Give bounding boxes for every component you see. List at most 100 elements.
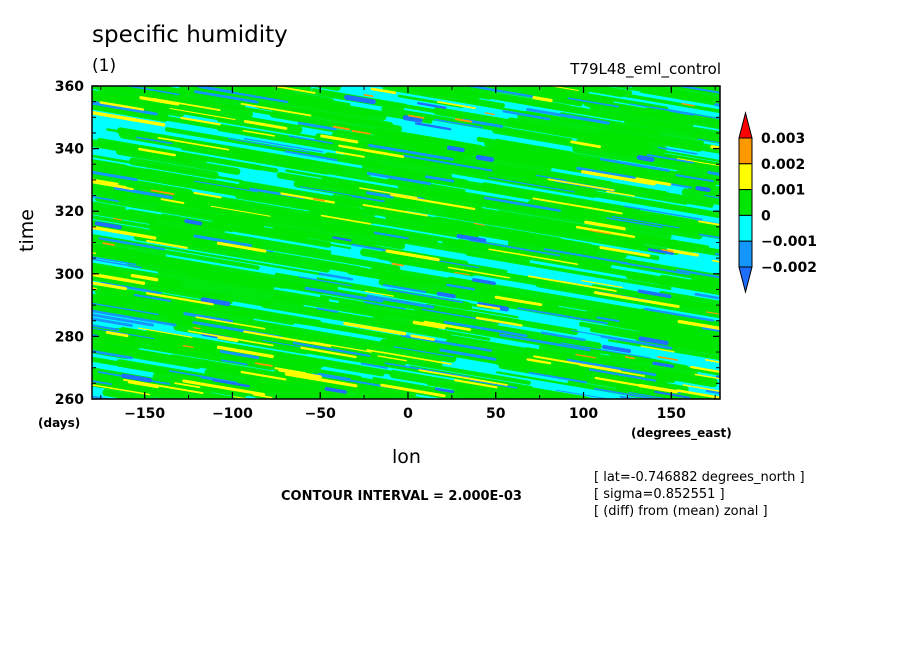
- field-streak: [513, 86, 520, 87]
- field-streak: [316, 39, 544, 78]
- field-streak: [157, 269, 330, 303]
- field-streak: [115, 148, 241, 175]
- field-streak: [92, 252, 97, 255]
- field-streak: [160, 198, 185, 204]
- field-streak: [182, 379, 266, 396]
- field-streak: [92, 272, 146, 285]
- field-streak: [252, 393, 273, 399]
- field-streak: [630, 316, 720, 339]
- field-streak: [203, 361, 292, 382]
- field-streak: [198, 86, 289, 104]
- meta-sigma: [ sigma=0.852551 ]: [594, 487, 725, 502]
- field-streak: [92, 141, 151, 155]
- field-streak: [494, 295, 543, 307]
- field-streak: [645, 106, 720, 127]
- colorbar-box: [738, 137, 753, 165]
- field-streak: [373, 231, 409, 240]
- field-streak: [180, 218, 352, 250]
- field-streak: [529, 394, 562, 399]
- field-streak: [92, 215, 176, 233]
- field-streak: [308, 86, 341, 91]
- y-tick-label: 340: [55, 142, 84, 158]
- field-streak: [92, 222, 219, 250]
- field-streak: [566, 358, 657, 377]
- field-streak: [569, 86, 576, 87]
- dataset-label: T79L48_eml_control: [570, 60, 721, 78]
- field-streak: [180, 116, 221, 126]
- field-streak: [538, 344, 698, 378]
- field-streak: [227, 138, 310, 153]
- field-streak: [324, 152, 453, 181]
- field-streak: [636, 155, 655, 162]
- field-streak: [705, 389, 720, 395]
- field-streak: [409, 365, 533, 389]
- field-streak: [217, 335, 239, 343]
- field-streak: [443, 320, 528, 338]
- field-streak: [445, 210, 579, 239]
- field-streak: [588, 229, 611, 235]
- field-streak: [92, 258, 142, 269]
- field-streak: [92, 313, 154, 327]
- field-streak: [657, 356, 679, 361]
- field-streak: [332, 125, 350, 131]
- field-streak: [92, 178, 119, 186]
- field-streak: [92, 241, 167, 259]
- field-streak: [255, 395, 277, 399]
- field-streak: [316, 307, 339, 313]
- field-streak: [410, 54, 542, 76]
- y-axis-units: (days): [38, 416, 81, 430]
- field-streak: [312, 198, 325, 202]
- field-streak: [92, 287, 97, 290]
- colorbar-box: [738, 163, 753, 191]
- field-streak: [560, 342, 652, 359]
- field-streak: [92, 336, 140, 353]
- field-streak: [446, 145, 465, 153]
- field-streak: [528, 275, 617, 292]
- field-streak: [704, 194, 720, 199]
- field-streak: [92, 256, 137, 266]
- field-streak: [674, 337, 720, 352]
- field-streak: [92, 309, 177, 327]
- field-streak: [393, 346, 454, 358]
- x-tick-label: −150: [124, 406, 165, 422]
- field-streak: [92, 324, 120, 331]
- field-streak: [694, 373, 720, 380]
- field-streak: [261, 68, 308, 76]
- field-streak: [542, 420, 550, 421]
- field-streak: [698, 220, 720, 226]
- y-tick-label: 320: [55, 204, 84, 220]
- field-streak: [414, 404, 470, 414]
- field-streak: [424, 304, 579, 336]
- field-streak: [319, 272, 354, 281]
- field-streak: [469, 379, 518, 389]
- field-streak: [366, 191, 394, 199]
- field-streak: [382, 55, 506, 76]
- field-streak: [351, 130, 371, 135]
- field-streak: [416, 61, 491, 74]
- y-tick-label: 260: [55, 392, 84, 408]
- field-streak: [580, 140, 720, 172]
- y-tick-label: 280: [55, 329, 84, 345]
- field-streak: [127, 381, 159, 389]
- field-streak: [312, 341, 372, 353]
- field-streak: [465, 252, 672, 291]
- field-streak: [335, 151, 365, 158]
- field-streak: [576, 166, 635, 179]
- x-tick-label: −100: [212, 406, 253, 422]
- field-streak: [483, 42, 707, 80]
- field-streak: [317, 208, 479, 241]
- field-streak: [697, 138, 720, 144]
- field-streak: [122, 86, 246, 112]
- field-streak: [318, 262, 431, 286]
- field-streak: [654, 122, 720, 137]
- field-streak: [320, 214, 372, 225]
- field-streak: [363, 301, 406, 310]
- field-streak: [153, 185, 326, 223]
- field-streak: [425, 175, 455, 183]
- chart-units: (1): [92, 56, 117, 76]
- x-tick-label: 0: [403, 406, 413, 422]
- field-streak: [320, 134, 359, 144]
- field-streak: [671, 56, 814, 80]
- field-streak: [250, 408, 487, 448]
